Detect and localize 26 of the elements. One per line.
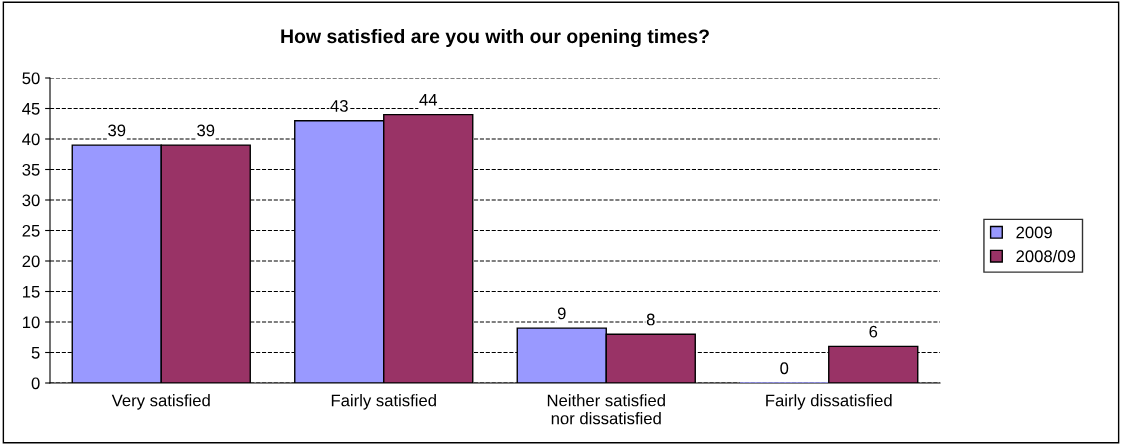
y-tick-label: 5 [31, 347, 40, 359]
x-tick-label: Neither satisfied nor dissatisfied [547, 394, 665, 425]
y-tick-label: 30 [22, 194, 40, 207]
data-label: 44 [419, 94, 438, 106]
y-tick-label: 35 [22, 163, 40, 176]
data-label: 39 [108, 124, 126, 137]
data-label: 43 [330, 100, 348, 112]
data-label: 8 [646, 313, 655, 326]
chart-title: How satisfied are you with our opening times? [281, 28, 709, 48]
x-tick-label: Fairly dissatisfied [766, 394, 892, 410]
data-label: 6 [869, 325, 878, 338]
legend-label: 2009 [1016, 226, 1052, 239]
y-tick-label: 20 [22, 255, 40, 268]
data-label: 0 [780, 362, 789, 375]
y-tick-label: 50 [22, 72, 40, 85]
y-tick-label: 15 [23, 286, 40, 298]
y-tick-label: 40 [22, 133, 40, 146]
y-tick-label: 10 [23, 316, 40, 329]
data-label: 39 [197, 124, 215, 137]
data-label: 9 [557, 307, 566, 320]
x-tick-label: Fairly satisfied [331, 394, 436, 410]
legend-label: 2008/09 [1016, 249, 1076, 263]
y-tick-label: 45 [22, 103, 40, 115]
y-tick-label: 25 [22, 224, 40, 237]
y-tick-label: 0 [31, 377, 40, 390]
x-tick-label: Very satisfied [111, 394, 210, 410]
